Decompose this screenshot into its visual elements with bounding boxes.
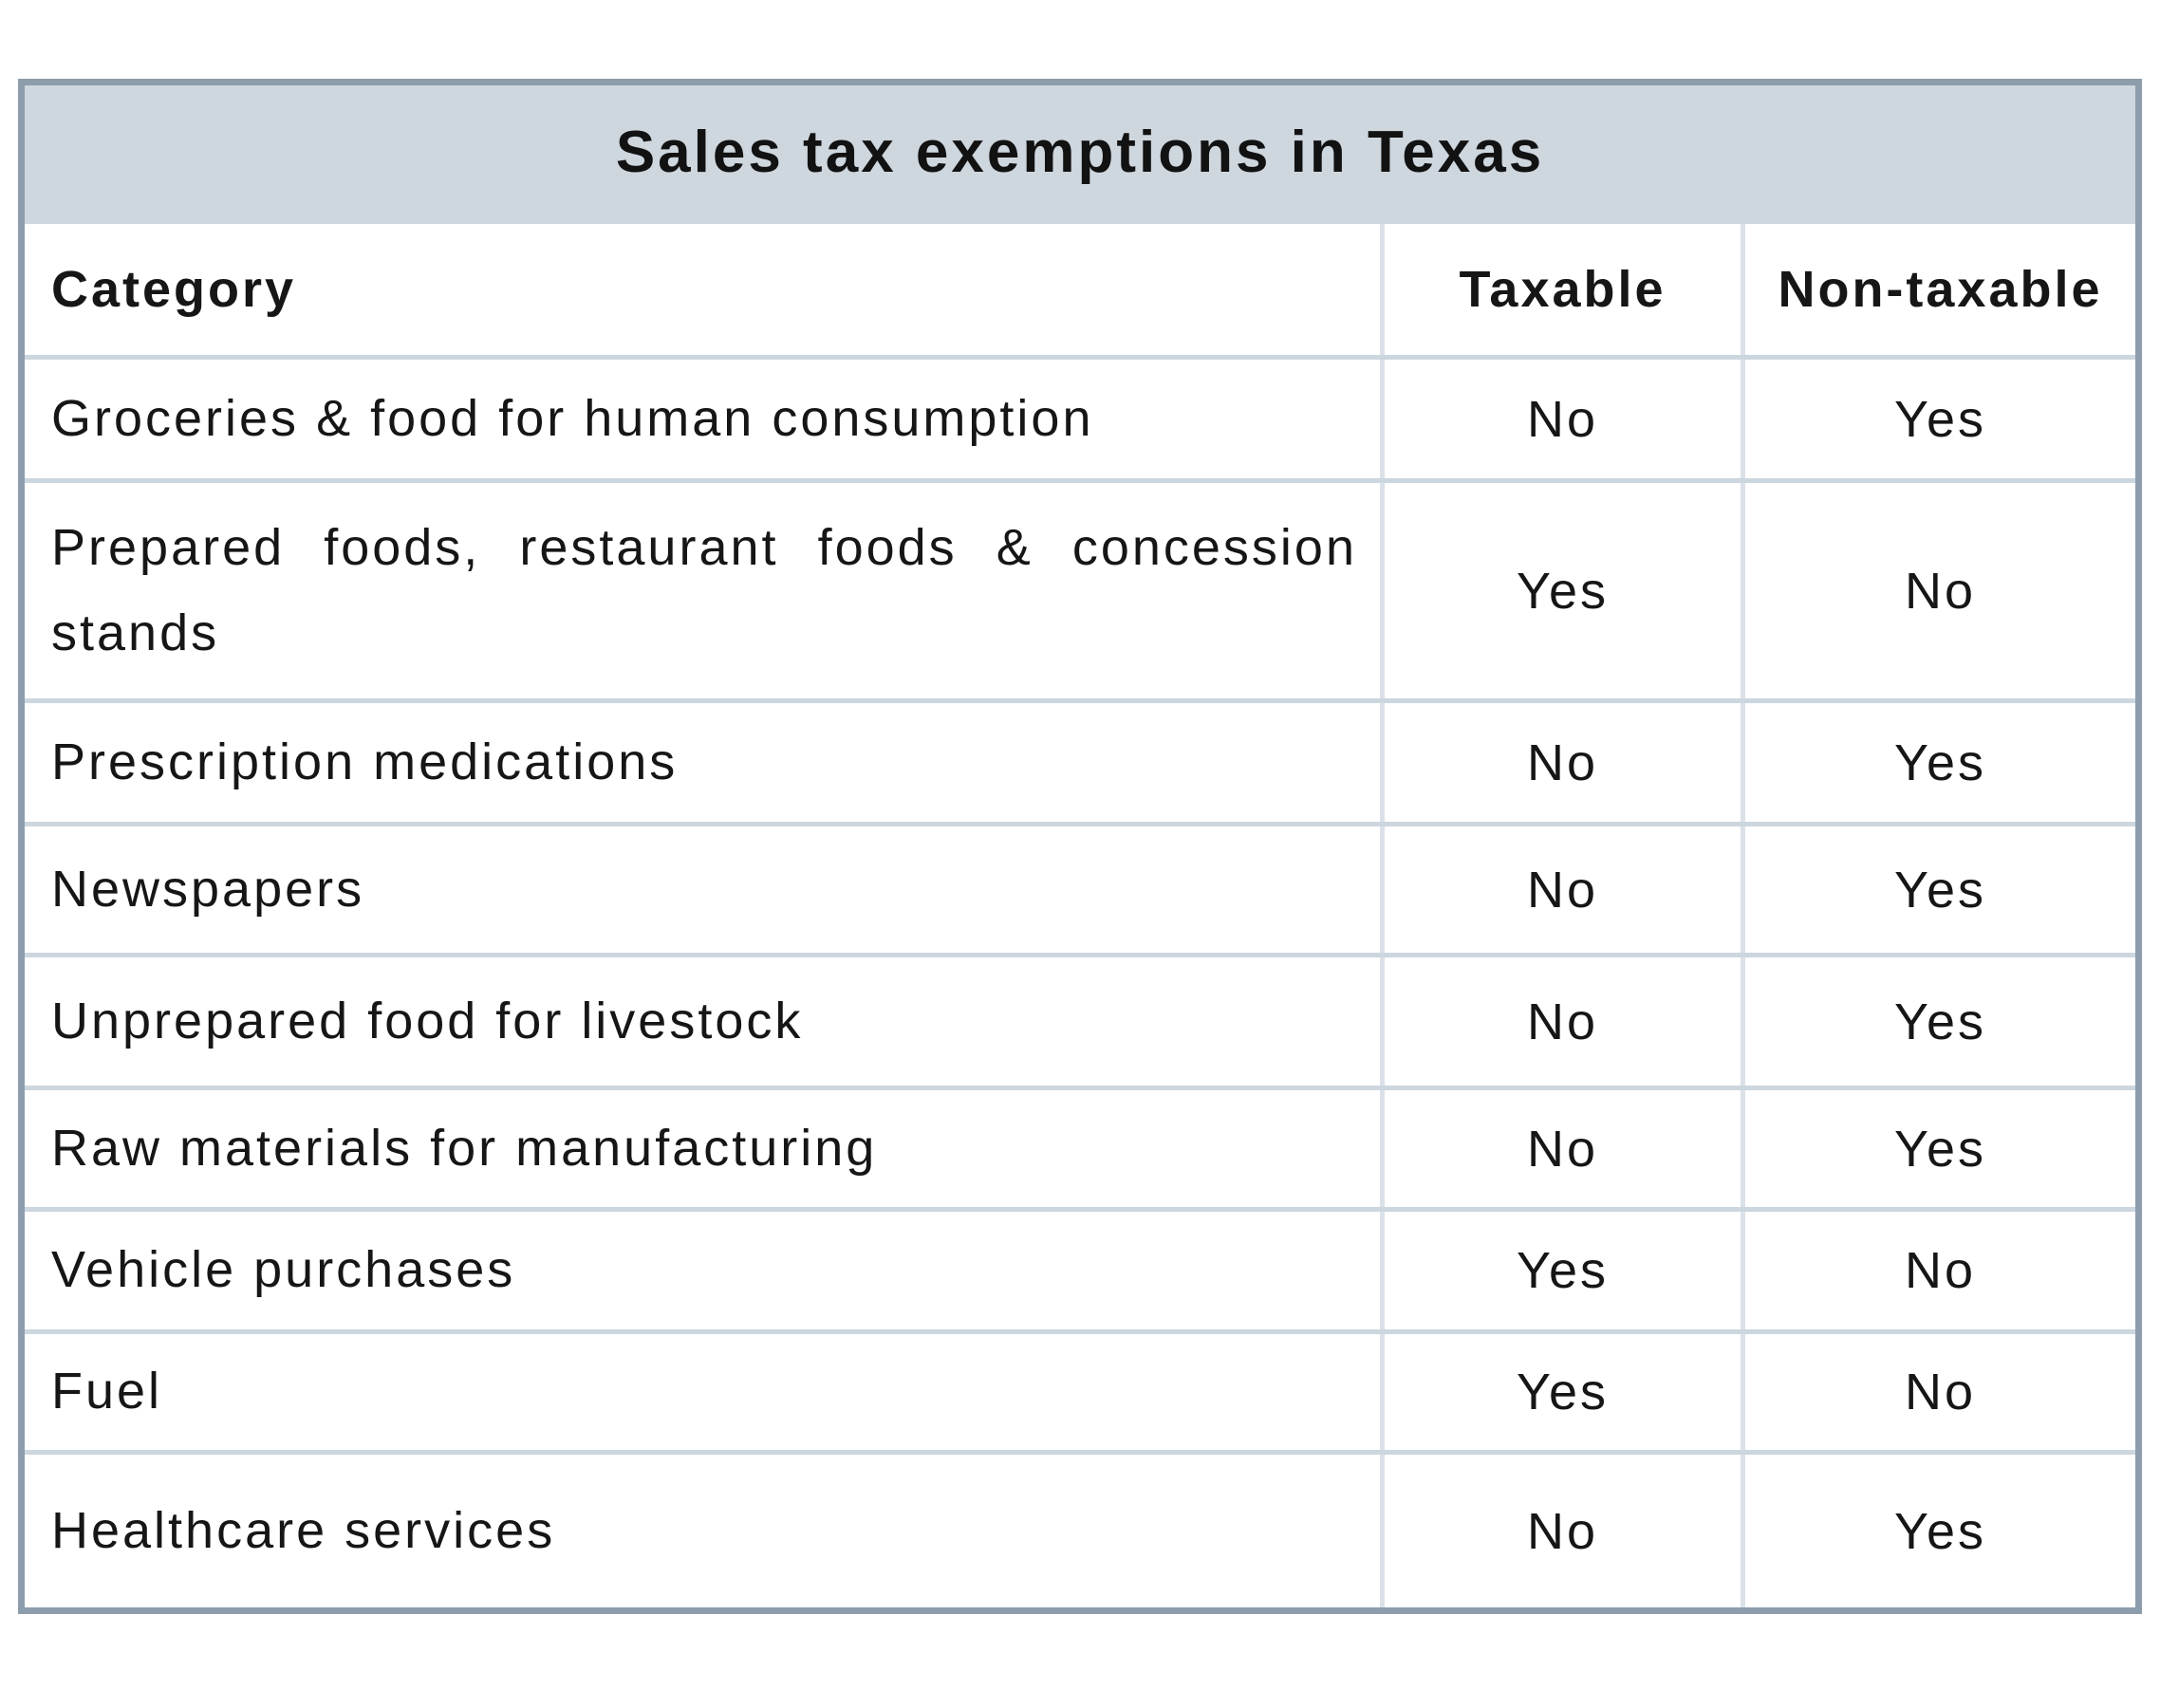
table-title: Sales tax exemptions in Texas [19, 80, 2141, 224]
table-row: Groceries & food for human consumption N… [19, 355, 2141, 483]
non-taxable-cell: Yes [1741, 1086, 2141, 1212]
sales-tax-exemptions-table: Sales tax exemptions in Texas Category T… [18, 79, 2142, 1614]
table-body: Groceries & food for human consumption N… [19, 355, 2141, 1613]
taxable-cell: Yes [1380, 1207, 1745, 1334]
table-row: Vehicle purchases Yes No [19, 1207, 2141, 1334]
column-header-category: Category [19, 219, 1385, 360]
category-cell: Vehicle purchases [19, 1207, 1385, 1334]
table-row: Newspapers No Yes [19, 822, 2141, 957]
column-header-non-taxable: Non-taxable [1741, 219, 2141, 360]
category-cell: Raw materials for manufacturing [19, 1086, 1385, 1212]
category-cell: Groceries & food for human consumption [19, 355, 1385, 483]
table-header: Sales tax exemptions in Texas Category T… [19, 80, 2141, 360]
taxable-cell: No [1380, 1086, 1745, 1212]
table-row: Prescription medications No Yes [19, 698, 2141, 826]
non-taxable-cell: Yes [1741, 822, 2141, 957]
non-taxable-cell: Yes [1741, 698, 2141, 826]
title-row: Sales tax exemptions in Texas [19, 80, 2141, 224]
category-cell: Prepared foods, restaurant foods & conce… [19, 478, 1385, 703]
taxable-cell: No [1380, 822, 1745, 957]
table-row: Unprepared food for livestock No Yes [19, 953, 2141, 1090]
taxable-cell: No [1380, 355, 1745, 483]
non-taxable-cell: Yes [1741, 953, 2141, 1090]
taxable-cell: Yes [1380, 478, 1745, 703]
non-taxable-cell: Yes [1741, 1450, 2141, 1613]
non-taxable-cell: No [1741, 1207, 2141, 1334]
non-taxable-cell: Yes [1741, 355, 2141, 483]
category-cell: Newspapers [19, 822, 1385, 957]
taxable-cell: No [1380, 953, 1745, 1090]
table-row: Fuel Yes No [19, 1329, 2141, 1455]
taxable-cell: No [1380, 698, 1745, 826]
taxable-cell: No [1380, 1450, 1745, 1613]
table-row: Raw materials for manufacturing No Yes [19, 1086, 2141, 1212]
column-header-row: Category Taxable Non-taxable [19, 219, 2141, 360]
non-taxable-cell: No [1741, 478, 2141, 703]
category-cell: Unprepared food for livestock [19, 953, 1385, 1090]
table-row: Prepared foods, restaurant foods & conce… [19, 478, 2141, 703]
taxable-cell: Yes [1380, 1329, 1745, 1455]
column-header-taxable: Taxable [1380, 219, 1745, 360]
category-cell: Fuel [19, 1329, 1385, 1455]
category-cell: Healthcare services [19, 1450, 1385, 1613]
non-taxable-cell: No [1741, 1329, 2141, 1455]
table-row: Healthcare services No Yes [19, 1450, 2141, 1613]
category-cell: Prescription medications [19, 698, 1385, 826]
